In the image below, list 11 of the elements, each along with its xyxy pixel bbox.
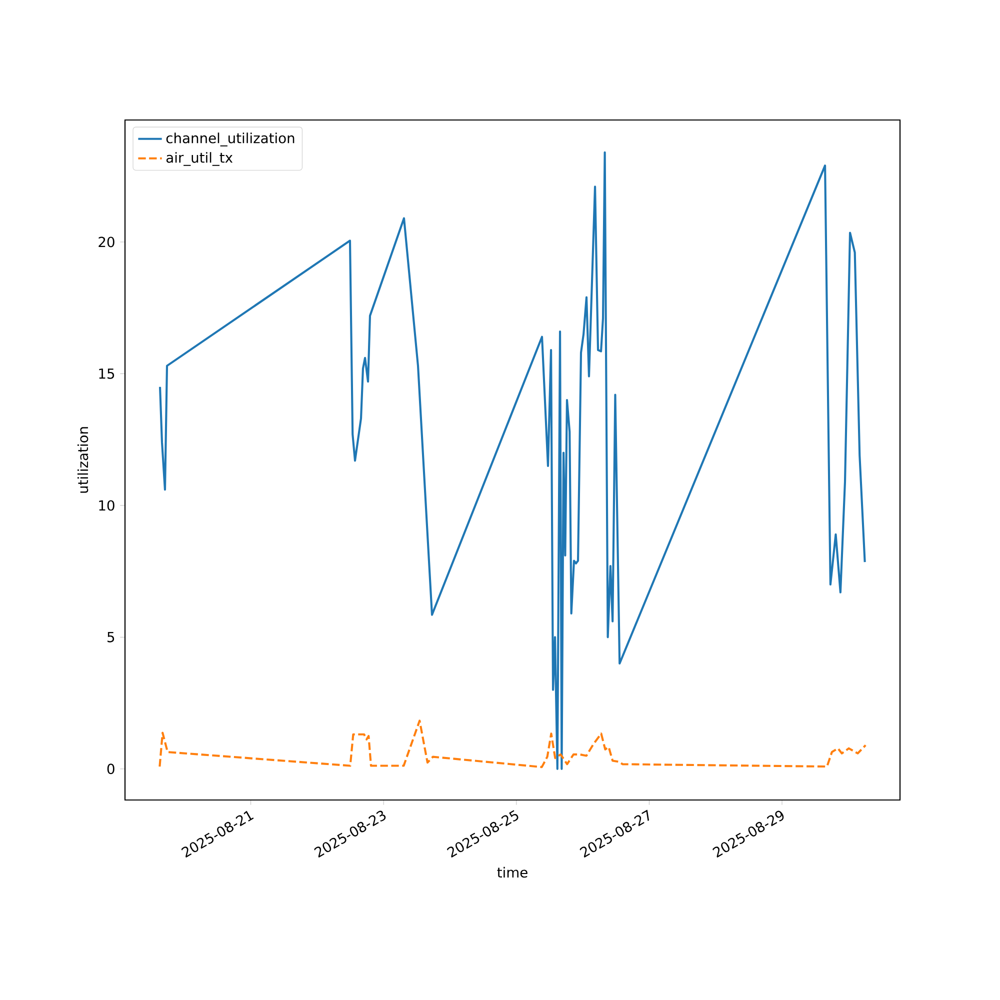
line-series <box>158 151 866 770</box>
y-tick-label: 0 <box>107 764 114 774</box>
y-tick-label: 20 <box>98 236 114 248</box>
legend-label: air_util_tx <box>166 152 233 166</box>
legend-label: channel_utilization <box>166 132 294 146</box>
y-axis-title: utilization <box>77 427 88 493</box>
x-axis-title: time <box>497 866 528 878</box>
y-tick-label: 5 <box>108 632 114 642</box>
y-tick-label: 15 <box>99 368 114 379</box>
line-series <box>158 720 867 768</box>
y-tick-label: 10 <box>99 500 114 511</box>
